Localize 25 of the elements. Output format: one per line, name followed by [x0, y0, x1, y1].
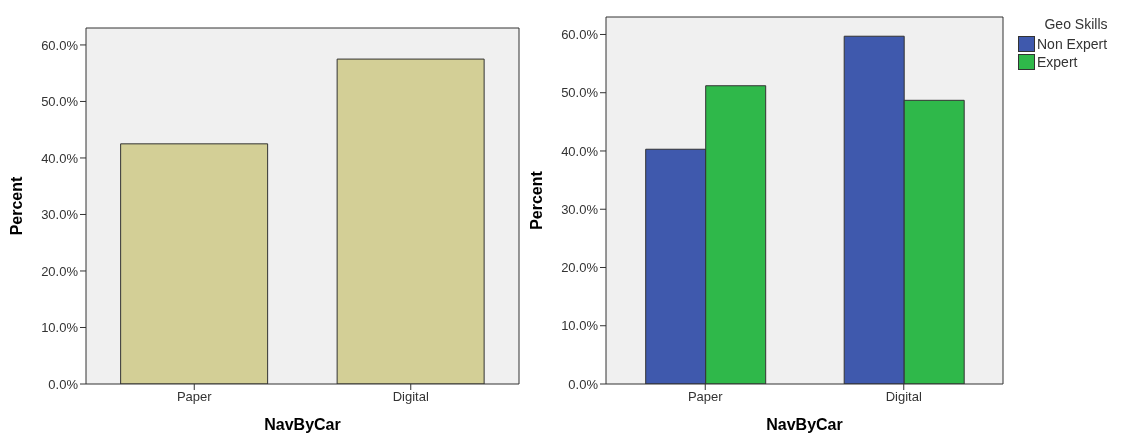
y-tick-label: 20.0%	[561, 260, 599, 276]
y-tick-label: 40.0%	[561, 143, 599, 159]
y-tick-label: 0.0%	[568, 376, 599, 392]
y-tick-label: 60.0%	[41, 37, 79, 53]
x-tick-label: Paper	[176, 389, 213, 405]
legend-title: Geo Skills	[1043, 16, 1109, 32]
y-tick-label: 30.0%	[561, 201, 599, 217]
y-tick-label: 10.0%	[41, 320, 79, 336]
legend-label: Non Expert	[1037, 36, 1108, 52]
x-axis-title: NavByCar	[264, 416, 341, 433]
y-axis-title: Percent	[527, 170, 545, 230]
x-tick-label: Digital	[885, 389, 922, 405]
legend-label: Expert	[1037, 54, 1078, 70]
y-tick-label: 50.0%	[561, 85, 599, 101]
y-tick-label: 60.0%	[561, 27, 599, 43]
x-tick-label: Paper	[687, 389, 724, 405]
y-tick-label: 20.0%	[41, 263, 79, 279]
y-tick-label: 10.0%	[561, 318, 599, 334]
y-tick-label: 30.0%	[41, 207, 79, 223]
x-tick-label: Digital	[392, 389, 429, 405]
x-axis-title: NavByCar	[766, 416, 843, 433]
y-axis-title: Percent	[7, 175, 25, 236]
y-tick-label: 50.0%	[41, 94, 79, 110]
y-tick-label: 40.0%	[41, 150, 79, 166]
y-tick-label: 0.0%	[48, 376, 79, 392]
